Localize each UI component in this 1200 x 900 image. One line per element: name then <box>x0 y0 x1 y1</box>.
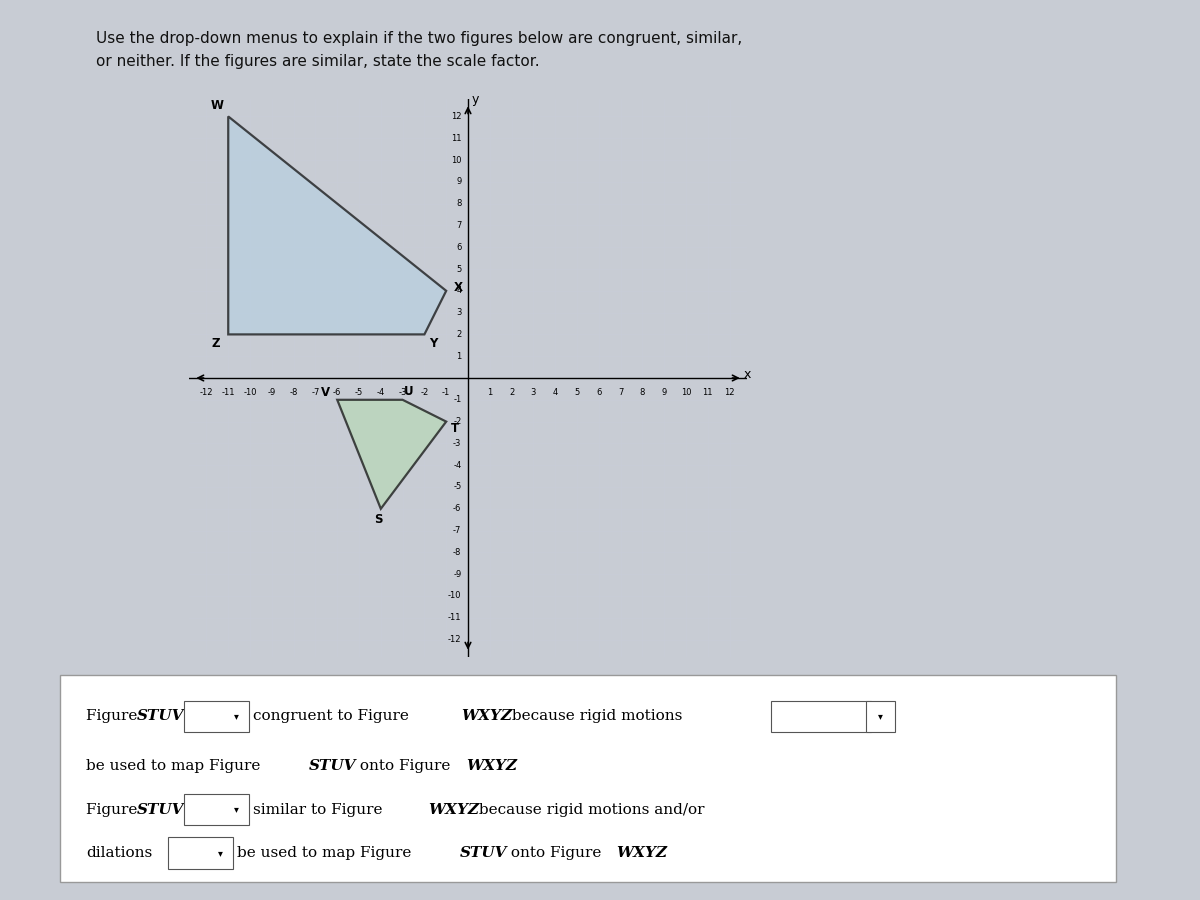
Text: 2: 2 <box>509 388 515 397</box>
Text: ▾: ▾ <box>234 805 239 814</box>
Text: -2: -2 <box>454 417 462 426</box>
Text: 6: 6 <box>456 243 462 252</box>
Text: Use the drop-down menus to explain if the two figures below are congruent, simil: Use the drop-down menus to explain if th… <box>96 32 743 47</box>
Text: -11: -11 <box>222 388 235 397</box>
Text: .: . <box>512 759 517 773</box>
Text: 3: 3 <box>530 388 536 397</box>
Text: 1: 1 <box>487 388 492 397</box>
Text: y: y <box>472 93 479 105</box>
Text: be used to map Figure: be used to map Figure <box>238 846 416 860</box>
Text: 1: 1 <box>456 352 462 361</box>
Text: -6: -6 <box>454 504 462 513</box>
Polygon shape <box>228 116 446 335</box>
Text: 11: 11 <box>702 388 713 397</box>
Text: -4: -4 <box>454 461 462 470</box>
Text: W: W <box>211 99 224 112</box>
Text: 11: 11 <box>451 134 462 143</box>
Text: -1: -1 <box>442 388 450 397</box>
Text: ▾: ▾ <box>224 848 229 858</box>
Text: 10: 10 <box>451 156 462 165</box>
Polygon shape <box>337 400 446 508</box>
Text: X: X <box>454 281 463 294</box>
Text: STUV: STUV <box>461 846 508 860</box>
FancyBboxPatch shape <box>60 675 1116 882</box>
Text: congruent to Figure: congruent to Figure <box>253 709 414 724</box>
Text: -2: -2 <box>420 388 428 397</box>
Text: -3: -3 <box>454 439 462 448</box>
Text: -1: -1 <box>454 395 462 404</box>
Text: ▾: ▾ <box>240 805 245 814</box>
Text: T: T <box>451 421 458 435</box>
Text: WXYZ: WXYZ <box>467 759 517 773</box>
Text: because rigid motions and/or: because rigid motions and/or <box>474 803 704 816</box>
Text: -9: -9 <box>268 388 276 397</box>
Text: Y: Y <box>428 337 437 349</box>
Text: 12: 12 <box>725 388 734 397</box>
Text: -8: -8 <box>289 388 298 397</box>
Text: Figure: Figure <box>86 709 143 724</box>
FancyBboxPatch shape <box>865 701 895 732</box>
Text: onto Figure: onto Figure <box>355 759 455 773</box>
Text: similar to Figure: similar to Figure <box>253 803 388 816</box>
Text: 7: 7 <box>618 388 623 397</box>
Text: WXYZ: WXYZ <box>461 709 512 724</box>
Text: -12: -12 <box>199 388 214 397</box>
Text: -3: -3 <box>398 388 407 397</box>
Text: Z: Z <box>212 337 221 349</box>
Text: or neither. If the figures are similar, state the scale factor.: or neither. If the figures are similar, … <box>96 54 540 69</box>
Text: 3: 3 <box>456 308 462 317</box>
Text: 6: 6 <box>596 388 601 397</box>
Text: 2: 2 <box>456 330 462 339</box>
Text: 9: 9 <box>456 177 462 186</box>
Text: 9: 9 <box>661 388 667 397</box>
Text: -10: -10 <box>244 388 257 397</box>
Text: 5: 5 <box>456 265 462 274</box>
Text: 5: 5 <box>575 388 580 397</box>
Text: -4: -4 <box>377 388 385 397</box>
Text: ▾: ▾ <box>878 711 883 722</box>
Text: U: U <box>404 384 414 398</box>
Text: .: . <box>662 846 667 860</box>
Text: -7: -7 <box>311 388 319 397</box>
Text: because rigid motions: because rigid motions <box>506 709 682 724</box>
FancyBboxPatch shape <box>184 794 250 825</box>
Text: STUV: STUV <box>137 803 185 816</box>
Text: 12: 12 <box>451 112 462 121</box>
Text: STUV: STUV <box>310 759 356 773</box>
Text: -10: -10 <box>448 591 462 600</box>
Text: -6: -6 <box>334 388 342 397</box>
Text: 10: 10 <box>680 388 691 397</box>
Text: V: V <box>320 386 330 399</box>
Text: WXYZ: WXYZ <box>617 846 667 860</box>
Text: 4: 4 <box>552 388 558 397</box>
Text: dilations: dilations <box>86 846 152 860</box>
Text: ▾: ▾ <box>234 711 239 722</box>
Text: -12: -12 <box>448 635 462 644</box>
Text: ▾: ▾ <box>240 711 245 722</box>
FancyBboxPatch shape <box>168 838 233 868</box>
Text: S: S <box>374 513 383 526</box>
Text: onto Figure: onto Figure <box>505 846 606 860</box>
Text: 4: 4 <box>456 286 462 295</box>
Text: -8: -8 <box>454 548 462 557</box>
Text: ▾: ▾ <box>217 848 223 858</box>
Text: 7: 7 <box>456 220 462 230</box>
Text: Figure: Figure <box>86 803 143 816</box>
FancyBboxPatch shape <box>770 701 871 732</box>
Text: be used to map Figure: be used to map Figure <box>86 759 265 773</box>
Text: 8: 8 <box>456 199 462 208</box>
Text: WXYZ: WXYZ <box>428 803 480 816</box>
Text: x: x <box>743 368 751 382</box>
Text: -11: -11 <box>448 613 462 622</box>
Text: -5: -5 <box>355 388 364 397</box>
FancyBboxPatch shape <box>184 701 250 732</box>
Text: -9: -9 <box>454 570 462 579</box>
Text: -7: -7 <box>454 526 462 536</box>
Text: STUV: STUV <box>137 709 185 724</box>
Text: -5: -5 <box>454 482 462 491</box>
Text: 8: 8 <box>640 388 646 397</box>
